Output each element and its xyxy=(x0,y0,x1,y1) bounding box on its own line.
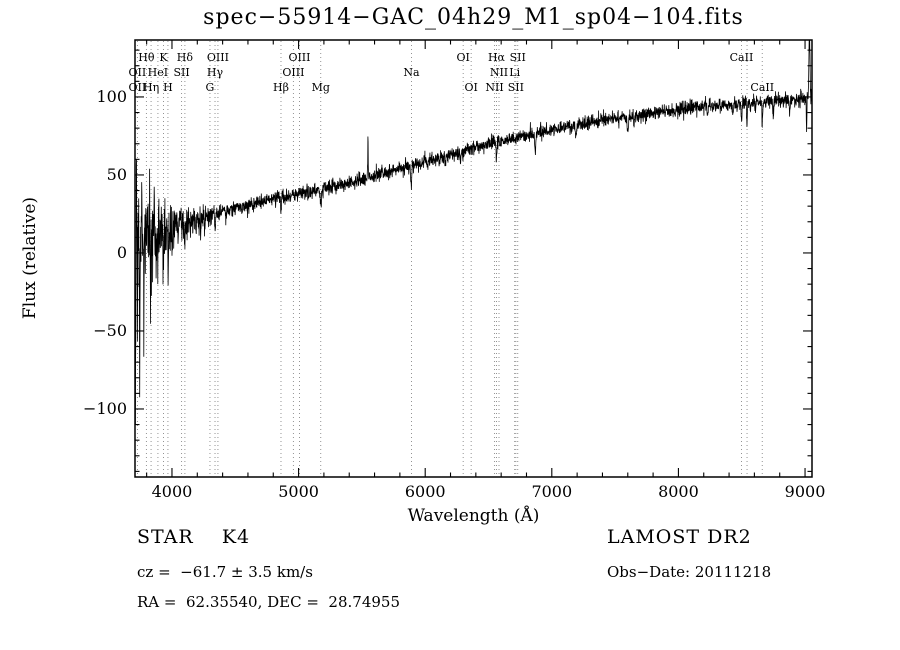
spectral-line-label-hβ: Hβ xyxy=(273,81,289,94)
survey-release: LAMOST DR2 xyxy=(607,526,752,548)
y-tick-label: 50 xyxy=(106,164,127,184)
axis-ticks xyxy=(135,40,812,477)
spectral-line-label-oi: OI xyxy=(456,51,470,64)
spectral-line-label-oii: OII xyxy=(128,81,147,94)
spectral-line-label-oiii: OIII xyxy=(206,51,229,64)
spectral-line-label-sii: SII xyxy=(509,51,526,64)
spectral-line-label-hη: Hη xyxy=(142,81,160,94)
spectral-line-label-k: K xyxy=(159,51,168,64)
spectral-line-label-hθ: Hθ xyxy=(138,51,155,64)
spectrum-trace xyxy=(135,40,812,425)
spectral-line-label-oiii: OIII xyxy=(282,66,305,79)
radial-velocity: cz = −61.7 ± 3.5 km/s xyxy=(137,563,313,581)
spectral-line-label-oi: OI xyxy=(464,81,478,94)
spectral-line-label-mg: Mg xyxy=(311,81,330,94)
x-tick-label: 7000 xyxy=(531,482,573,501)
x-tick-label: 9000 xyxy=(784,482,826,501)
spectral-line-label-oii: OII xyxy=(128,66,147,79)
spectral-line-label-nii: NII xyxy=(485,81,504,94)
x-tick-label: 6000 xyxy=(404,482,446,501)
spectral-line-label-hδ: Hδ xyxy=(176,51,193,64)
spectral-line-label-h: H xyxy=(163,81,173,94)
plot-title: spec−55914−GAC_04h29_M1_sp04−104.fits xyxy=(203,5,744,30)
spectral-line-label-sii: SII xyxy=(173,66,190,79)
y-tick-label: −100 xyxy=(83,398,127,418)
plot-frame xyxy=(134,39,813,478)
spectral-line-label-caii: CaII xyxy=(750,81,775,94)
x-tick-label: 4000 xyxy=(151,482,193,501)
x-axis-label: Wavelength (Å) xyxy=(407,506,540,526)
spectral-line-label-na: Na xyxy=(403,66,420,79)
spectral-line-label-caii: CaII xyxy=(729,51,754,64)
spectral-line-label-hγ: Hγ xyxy=(206,66,224,79)
y-tick-label: 0 xyxy=(116,242,127,262)
spectral-line-label-hei: HeI xyxy=(147,66,169,79)
spectral-line-label-sii: SII xyxy=(507,81,524,94)
y-tick-label: −50 xyxy=(93,320,127,340)
observation-date: Obs−Date: 20111218 xyxy=(607,563,772,581)
spectral-line-label-nii: NII xyxy=(489,66,509,79)
spectral-line-label-oiii: OIII xyxy=(288,51,311,64)
x-tick-label: 5000 xyxy=(278,482,319,501)
y-tick-label: 100 xyxy=(96,86,127,106)
spectral-line-label-g: G xyxy=(205,81,215,94)
x-tick-label: 8000 xyxy=(658,482,699,501)
spectral-line-label-hα: Hα xyxy=(487,51,505,64)
object-classification: STAR K4 xyxy=(137,526,251,548)
spectral-line-label-li: Li xyxy=(509,66,521,79)
ra-dec-coordinates: RA = 62.35540, DEC = 28.74955 xyxy=(137,593,401,611)
y-axis-label: Flux (relative) xyxy=(20,196,40,320)
